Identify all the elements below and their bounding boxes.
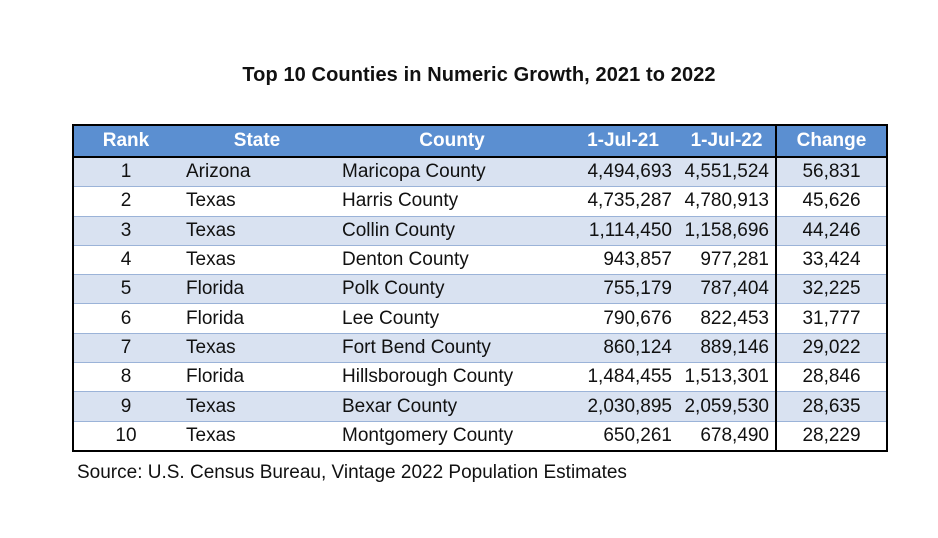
cell-jul-22: 977,281 xyxy=(678,244,776,275)
cell-jul-22: 4,780,913 xyxy=(678,186,776,217)
table-row: 2 Texas Harris County 4,735,287 4,780,913 45,… xyxy=(73,186,887,217)
cell-county: Maricopa County xyxy=(336,156,568,187)
table-row: 3 Texas Collin County 1,114,450 1,158,696 44,… xyxy=(73,215,887,246)
cell-rank: 5 xyxy=(73,274,178,304)
header-rank: Rank xyxy=(73,125,178,157)
table-row: 10 Texas Montgomery County 650,261 678,490 28… xyxy=(73,420,887,451)
cell-jul-22: 2,059,530 xyxy=(678,391,776,422)
cell-jul-21: 650,261 xyxy=(568,420,678,451)
cell-state: Florida xyxy=(178,362,336,392)
cell-jul-21: 1,114,450 xyxy=(568,215,678,246)
cell-change: 32,225 xyxy=(775,274,887,304)
cell-jul-21: 943,857 xyxy=(568,244,678,275)
cell-rank: 7 xyxy=(73,332,178,363)
header-state: State xyxy=(178,125,336,157)
cell-state: Arizona xyxy=(178,156,336,187)
cell-jul-21: 4,494,693 xyxy=(568,156,678,187)
cell-jul-21: 1,484,455 xyxy=(568,362,678,392)
cell-rank: 3 xyxy=(73,215,178,246)
cell-jul-21: 790,676 xyxy=(568,303,678,334)
header-row: Rank State County 1-Jul-21 1-Jul-22 Chan… xyxy=(73,125,887,157)
header-jul-22: 1-Jul-22 xyxy=(678,125,776,157)
cell-jul-21: 4,735,287 xyxy=(568,186,678,217)
cell-change: 28,635 xyxy=(775,391,887,422)
header-change: Change xyxy=(775,125,887,157)
source-note: Source: U.S. Census Bureau, Vintage 2022… xyxy=(77,462,627,483)
cell-jul-22: 1,158,696 xyxy=(678,215,776,246)
cell-jul-22: 822,453 xyxy=(678,303,776,334)
cell-county: Montgomery County xyxy=(336,420,568,451)
cell-state: Texas xyxy=(178,420,336,451)
cell-jul-22: 678,490 xyxy=(678,420,776,451)
cell-change: 29,022 xyxy=(775,332,887,363)
cell-jul-21: 860,124 xyxy=(568,332,678,363)
cell-rank: 9 xyxy=(73,391,178,422)
cell-county: Lee County xyxy=(336,303,568,334)
cell-county: Harris County xyxy=(336,186,568,217)
counties-table: Rank State County 1-Jul-21 1-Jul-22 Chan… xyxy=(72,124,888,452)
cell-state: Florida xyxy=(178,303,336,334)
cell-state: Florida xyxy=(178,274,336,304)
table-row: 6 Florida Lee County 790,676 822,453 31,777 xyxy=(73,303,887,334)
header-jul-21: 1-Jul-21 xyxy=(568,125,678,157)
cell-state: Texas xyxy=(178,186,336,217)
cell-rank: 6 xyxy=(73,303,178,334)
table-title: Top 10 Counties in Numeric Growth, 2021 … xyxy=(242,64,716,86)
cell-rank: 10 xyxy=(73,420,178,451)
cell-state: Texas xyxy=(178,215,336,246)
cell-change: 45,626 xyxy=(775,186,887,217)
cell-jul-21: 755,179 xyxy=(568,274,678,304)
cell-change: 28,229 xyxy=(775,420,887,451)
cell-county: Fort Bend County xyxy=(336,332,568,363)
table-row: 5 Florida Polk County 755,179 787,404 32,225 xyxy=(73,274,887,304)
cell-change: 56,831 xyxy=(775,156,887,187)
table-row: 4 Texas Denton County 943,857 977,281 33,424 xyxy=(73,244,887,275)
table-row: 8 Florida Hillsborough County 1,484,455 1,51… xyxy=(73,362,887,392)
cell-rank: 1 xyxy=(73,156,178,187)
cell-jul-22: 4,551,524 xyxy=(678,156,776,187)
cell-change: 31,777 xyxy=(775,303,887,334)
table-row: 7 Texas Fort Bend County 860,124 889,146 29,0… xyxy=(73,332,887,363)
cell-change: 44,246 xyxy=(775,215,887,246)
cell-rank: 4 xyxy=(73,244,178,275)
cell-county: Collin County xyxy=(336,215,568,246)
cell-rank: 2 xyxy=(73,186,178,217)
cell-state: Texas xyxy=(178,332,336,363)
header-county: County xyxy=(336,125,568,157)
cell-county: Bexar County xyxy=(336,391,568,422)
table-row: 9 Texas Bexar County 2,030,895 2,059,530 28,6… xyxy=(73,391,887,422)
cell-county: Denton County xyxy=(336,244,568,275)
cell-change: 28,846 xyxy=(775,362,887,392)
cell-state: Texas xyxy=(178,391,336,422)
cell-jul-22: 787,404 xyxy=(678,274,776,304)
cell-state: Texas xyxy=(178,244,336,275)
table-row: 1 Arizona Maricopa County 4,494,693 4,551,52… xyxy=(73,156,887,187)
cell-jul-21: 2,030,895 xyxy=(568,391,678,422)
cell-jul-22: 1,513,301 xyxy=(678,362,776,392)
cell-county: Polk County xyxy=(336,274,568,304)
cell-jul-22: 889,146 xyxy=(678,332,776,363)
cell-rank: 8 xyxy=(73,362,178,392)
cell-county: Hillsborough County xyxy=(336,362,568,392)
cell-change: 33,424 xyxy=(775,244,887,275)
